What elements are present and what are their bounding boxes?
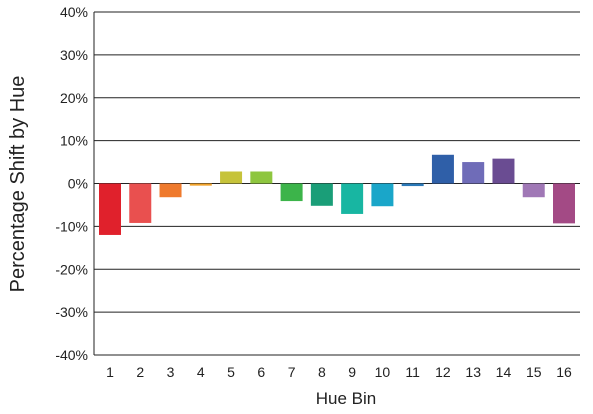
x-tick-label: 11 [405, 364, 420, 380]
bars [99, 154, 575, 235]
bar-hue-16 [553, 183, 575, 224]
x-axis-title: Hue Bin [316, 389, 376, 408]
bar-hue-3 [159, 183, 182, 198]
y-tick-labels: 40% 30% 20% 10% 0% -10% -20% -30% -40% [55, 4, 88, 363]
y-tick-label: 10% [60, 133, 88, 149]
x-tick-label: 5 [227, 364, 235, 380]
x-tick-label: 9 [348, 364, 356, 380]
bar-hue-9 [341, 183, 364, 214]
bar-hue-2 [129, 183, 152, 223]
bar-hue-10 [371, 183, 394, 207]
bar-hue-11 [401, 183, 424, 187]
x-tick-label: 12 [435, 364, 451, 380]
x-tick-label: 7 [288, 364, 296, 380]
y-tick-label: 40% [60, 4, 88, 20]
x-tick-label: 14 [496, 364, 512, 380]
y-tick-label: 20% [60, 90, 88, 106]
x-tick-label: 10 [375, 364, 391, 380]
x-tick-label: 8 [318, 364, 326, 380]
bar-hue-5 [220, 171, 243, 184]
y-tick-label: 30% [60, 47, 88, 63]
bar-hue-13 [462, 162, 485, 184]
x-tick-label: 1 [106, 364, 114, 380]
y-tick-label: -30% [55, 304, 88, 320]
bar-hue-14 [492, 158, 515, 184]
bar-hue-8 [310, 183, 333, 206]
y-axis-title: Percentage Shift by Hue [7, 76, 29, 293]
x-tick-label: 13 [465, 364, 481, 380]
y-tick-label: -10% [55, 218, 88, 234]
bar-hue-7 [280, 183, 303, 202]
x-tick-label: 15 [526, 364, 542, 380]
x-tick-label: 4 [197, 364, 205, 380]
bar-hue-1 [99, 183, 121, 235]
bar-hue-6 [250, 171, 273, 184]
bar-hue-4 [189, 183, 212, 186]
x-tick-label: 3 [167, 364, 175, 380]
x-tick-labels: 1 2 3 4 5 6 7 8 9 10 11 12 13 14 15 16 [106, 364, 572, 380]
x-tick-label: 16 [556, 364, 572, 380]
x-tick-label: 2 [136, 364, 144, 380]
y-tick-label: -20% [55, 261, 88, 277]
bar-hue-15 [522, 183, 545, 198]
x-tick-label: 6 [257, 364, 265, 380]
y-tick-label: 0% [68, 176, 88, 192]
y-tick-label: -40% [55, 347, 88, 363]
bar-hue-12 [431, 154, 454, 184]
